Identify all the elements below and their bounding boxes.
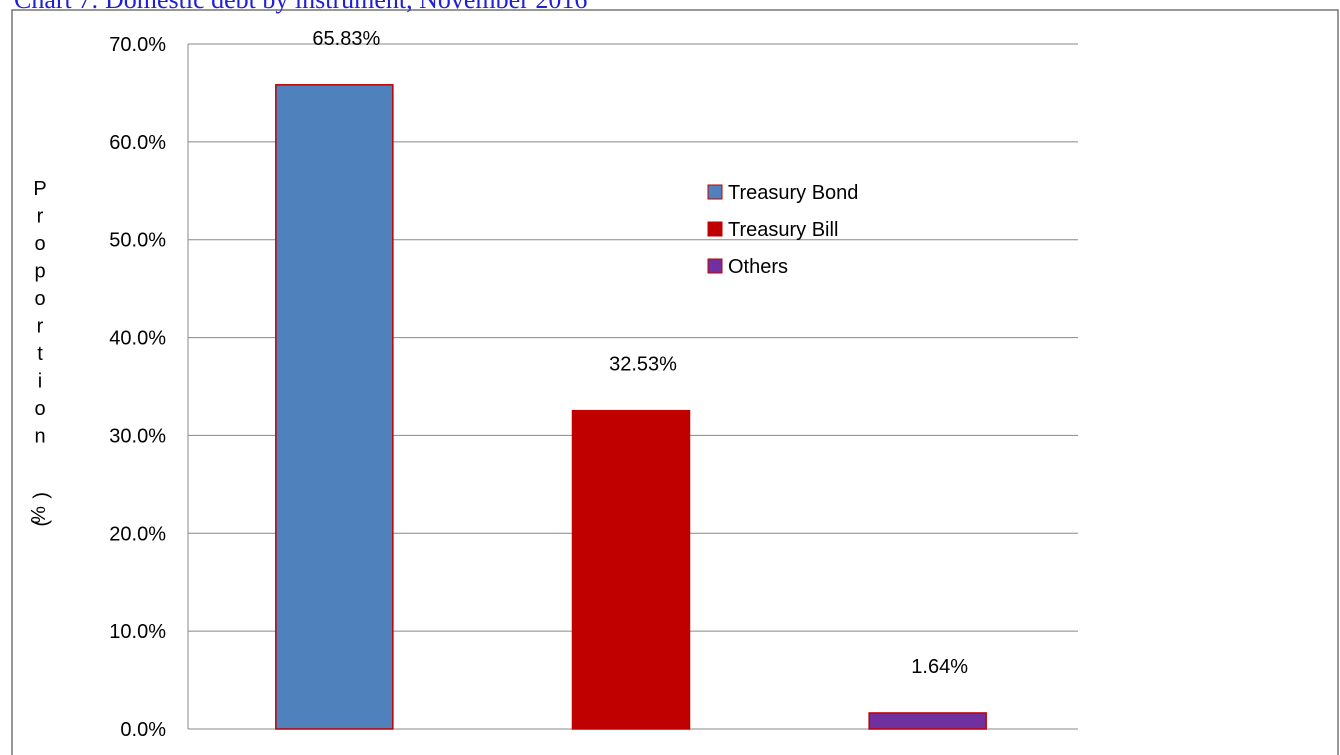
- legend-label: Treasury Bill: [728, 219, 838, 241]
- legend-swatch: [707, 258, 723, 274]
- legend-label: Others: [728, 256, 788, 278]
- y-tick-label: 30.0%: [109, 425, 166, 447]
- bar: [275, 84, 394, 730]
- y-tick-label: 0.0%: [120, 719, 166, 741]
- data-label: 1.64%: [911, 656, 968, 678]
- data-label: 65.83%: [312, 28, 380, 50]
- y-tick-label: 20.0%: [109, 523, 166, 545]
- y-tick-label: 60.0%: [109, 132, 166, 154]
- y-tick-label: 70.0%: [109, 34, 166, 56]
- bar: [868, 712, 987, 730]
- legend-swatch: [707, 184, 723, 200]
- y-tick-label: 50.0%: [109, 230, 166, 252]
- chart-border: [11, 9, 1339, 755]
- y-tick-label: 10.0%: [109, 621, 166, 643]
- legend-swatch: [707, 221, 723, 237]
- bar: [571, 409, 691, 730]
- y-tick-label: 40.0%: [109, 328, 166, 350]
- data-label: 32.53%: [609, 354, 677, 376]
- legend-label: Treasury Bond: [728, 182, 858, 204]
- chart-title: Chart 7: Domestic debt by instrument, No…: [14, 0, 587, 14]
